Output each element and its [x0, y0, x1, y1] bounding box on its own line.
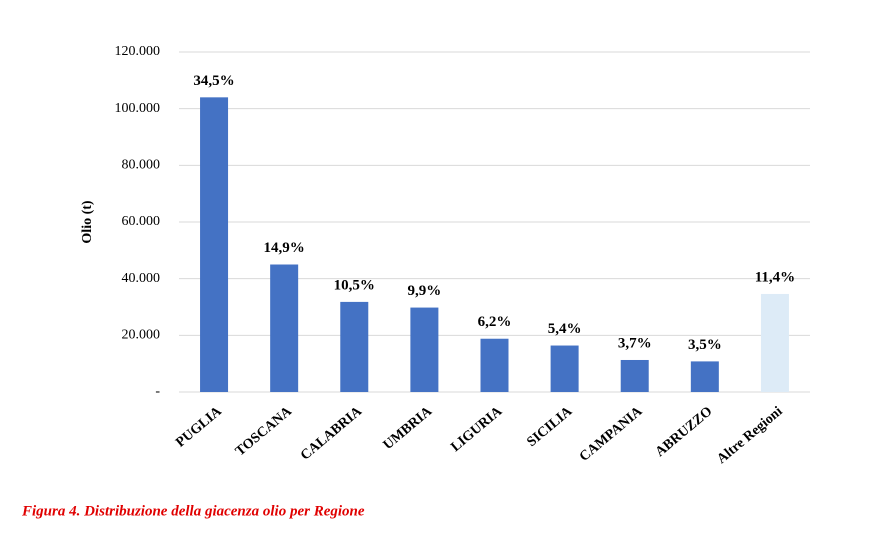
data-label: 9,9% [408, 283, 442, 299]
y-tick-label: 60.000 [122, 214, 161, 229]
x-tick-label: UMBRIA [381, 403, 436, 453]
y-tick-label: 100.000 [115, 101, 161, 116]
bar [760, 293, 789, 392]
x-tick-label: ABRUZZO [653, 404, 716, 460]
x-tick-label: TOSCANA [233, 403, 296, 459]
y-tick-label: 120.000 [115, 44, 161, 59]
x-tick-label: Altre Regioni [714, 404, 785, 467]
data-label: 14,9% [264, 240, 305, 256]
data-label: 6,2% [478, 314, 512, 330]
y-axis-label: Olio (t) [80, 200, 95, 243]
bar [550, 345, 579, 392]
x-tick-label: LIGURIA [448, 403, 505, 455]
x-tick-label: PUGLIA [173, 403, 225, 450]
caption: Figura 4. Distribuzione della giacenza o… [21, 503, 365, 519]
y-tick-label: 80.000 [122, 158, 161, 173]
bar [270, 264, 299, 392]
y-tick-label: 20.000 [122, 328, 161, 343]
y-tick-label: 40.000 [122, 271, 161, 286]
x-tick-label: SICILIA [524, 403, 575, 450]
bar [690, 361, 719, 392]
data-label: 5,4% [548, 321, 582, 337]
x-tick-label: CAMPANIA [577, 403, 646, 464]
bar [620, 359, 649, 392]
bar [340, 301, 369, 392]
data-label: 34,5% [193, 73, 234, 89]
bar [410, 307, 439, 392]
data-label: 11,4% [755, 269, 795, 285]
bar [480, 338, 509, 392]
bar [200, 97, 229, 392]
data-label: 3,7% [618, 335, 652, 351]
data-label: 3,5% [688, 337, 722, 353]
y-tick-label: - [155, 384, 160, 399]
data-label: 10,5% [334, 277, 375, 293]
x-tick-label: CALABRIA [298, 403, 366, 463]
